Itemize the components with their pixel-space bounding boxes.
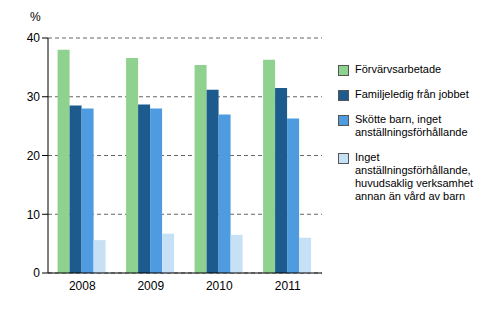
svg-text:2009: 2009	[137, 279, 164, 293]
svg-text:2011: 2011	[275, 279, 301, 293]
svg-text:2010: 2010	[206, 279, 233, 293]
html-text:Inget anställningsförhållande,: Inget anställningsförhållande, huvudsakl…	[355, 151, 473, 202]
html-text:Förvärvsarbetade: Förvärvsarbetade	[355, 63, 442, 75]
svg-text:2008: 2008	[69, 279, 96, 293]
html-text:Skötte barn, inget anställning: Skötte barn, inget anställningsförhållan…	[355, 113, 468, 138]
html-text:Familjeledig från jobbet: Familjeledig från jobbet	[355, 88, 469, 100]
svg-text:30: 30	[27, 90, 41, 104]
svg-text:20: 20	[27, 149, 41, 163]
svg-text:10: 10	[27, 208, 41, 222]
svg-text:40: 40	[27, 31, 41, 45]
svg-text:0: 0	[33, 266, 40, 280]
